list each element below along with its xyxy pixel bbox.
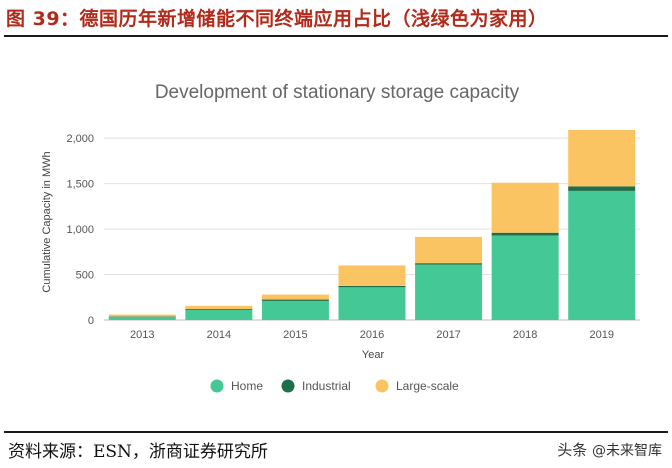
bar-home-2017 xyxy=(415,264,483,320)
y-axis-title: Cumulative Capacity in MWh xyxy=(41,151,53,292)
x-tick-label: 2018 xyxy=(513,329,537,341)
bottom-rule xyxy=(4,431,668,433)
x-tick-labels: 2013 2014 2015 2016 2017 2018 2019 xyxy=(130,329,614,341)
bar-large-scale-2013 xyxy=(108,314,176,317)
y-tick-label: 1,000 xyxy=(66,224,94,236)
y-tick-label: 1,500 xyxy=(66,179,94,191)
bar-industrial-2015 xyxy=(261,299,329,301)
legend: Home Industrial Large-scale xyxy=(210,379,459,393)
watermark-handle: @未来智库 xyxy=(592,443,662,459)
legend-label-industrial: Industrial xyxy=(302,379,351,393)
legend-label-home: Home xyxy=(231,379,263,393)
bar-industrial-2014 xyxy=(185,309,253,310)
bar-home-2015 xyxy=(261,300,329,320)
y-tick-label: 500 xyxy=(76,270,94,282)
bars xyxy=(108,130,636,320)
bar-industrial-2019 xyxy=(568,186,636,191)
top-rule xyxy=(4,35,668,37)
x-tick-label: 2017 xyxy=(436,329,460,341)
bar-large-scale-2016 xyxy=(338,265,406,286)
x-tick-label: 2015 xyxy=(283,329,307,341)
x-tick-label: 2014 xyxy=(207,329,231,341)
bar-large-scale-2019 xyxy=(568,130,636,187)
bar-large-scale-2015 xyxy=(261,294,329,300)
bar-large-scale-2018 xyxy=(491,182,559,233)
watermark-brand: 头条 xyxy=(557,441,588,459)
bar-home-2016 xyxy=(338,287,406,320)
figure-title: 图 39：德国历年新增储能不同终端应用占比（浅绿色为家用） xyxy=(6,8,548,30)
bar-large-scale-2014 xyxy=(185,305,253,310)
legend-marker-industrial xyxy=(281,379,295,393)
stacked-bar-chart: Development of stationary storage capaci… xyxy=(41,82,640,393)
bar-industrial-2016 xyxy=(338,285,406,288)
y-tick-labels: 0 500 1,000 1,500 2,000 xyxy=(66,133,94,327)
bar-home-2014 xyxy=(185,310,253,320)
x-tick-label: 2016 xyxy=(360,329,384,341)
watermark: 头条 @未来智库 xyxy=(557,439,662,460)
chart-title: Development of stationary storage capaci… xyxy=(155,82,520,103)
x-tick-label: 2019 xyxy=(589,329,613,341)
bar-industrial-2018 xyxy=(491,232,559,236)
bar-industrial-2017 xyxy=(415,263,483,265)
bar-home-2013 xyxy=(108,316,176,320)
y-tick-label: 0 xyxy=(88,315,94,327)
source-note: 资料来源：ESN，浙商证券研究所 xyxy=(8,442,268,462)
x-tick-label: 2013 xyxy=(130,329,154,341)
legend-marker-large-scale xyxy=(375,379,389,393)
bar-large-scale-2017 xyxy=(415,236,483,264)
x-axis-title: Year xyxy=(362,349,385,361)
bar-home-2018 xyxy=(491,235,559,320)
legend-marker-home xyxy=(210,379,224,393)
bar-home-2019 xyxy=(568,190,636,320)
y-tick-label: 2,000 xyxy=(66,133,94,145)
legend-label-large-scale: Large-scale xyxy=(396,379,459,393)
